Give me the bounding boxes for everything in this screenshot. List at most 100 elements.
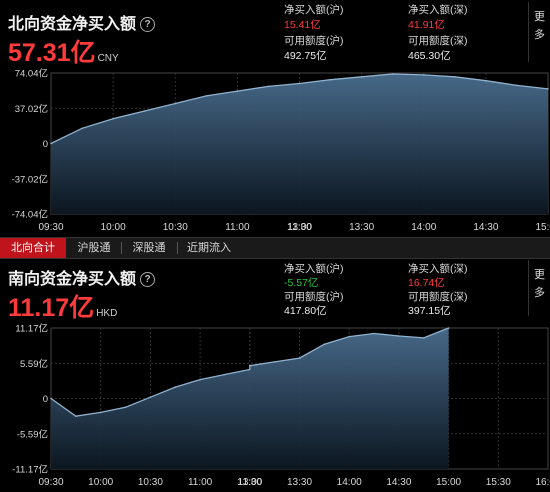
data-point bbox=[205, 95, 208, 97]
y-tick-label: 11.17亿 bbox=[15, 323, 48, 335]
north-more-button[interactable]: 更多 bbox=[528, 2, 550, 62]
north-title: 北向资金净买入额? bbox=[8, 10, 156, 34]
south-more-button[interactable]: 更多 bbox=[528, 260, 550, 316]
data-point bbox=[423, 74, 425, 76]
north-net-value: 57.31亿 CNY bbox=[8, 39, 119, 67]
data-point bbox=[249, 364, 251, 367]
series-area bbox=[51, 328, 449, 469]
data-point bbox=[273, 361, 276, 363]
y-tick-label: -5.59亿 bbox=[17, 428, 48, 440]
south-net-sh-label: 净买入额(沪) bbox=[284, 263, 344, 275]
south-net-sh-value: -5.57亿 bbox=[284, 277, 319, 289]
data-point bbox=[398, 335, 400, 337]
x-tick-label: 16:00 bbox=[535, 477, 550, 488]
x-tick-label: 11:00 bbox=[225, 222, 250, 233]
data-point bbox=[348, 335, 351, 338]
north-avail-sz-value: 465.30亿 bbox=[408, 50, 451, 62]
tab-north-total[interactable]: 北向合计 bbox=[0, 238, 66, 258]
x-tick-label: 11:30 bbox=[287, 222, 312, 233]
north-avail-sh-label: 可用额度(沪) bbox=[284, 35, 344, 47]
y-tick-label: 74.04亿 bbox=[15, 68, 48, 80]
data-point bbox=[547, 88, 549, 90]
x-tick-label: 14:30 bbox=[473, 222, 498, 233]
south-avail-sh-label: 可用额度(沪) bbox=[284, 291, 344, 303]
x-tick-label: 10:00 bbox=[88, 477, 113, 488]
north-panel: 北向资金净买入额? 57.31亿 CNY 净买入额(沪) 15.41亿 净买入额(… bbox=[0, 0, 550, 237]
data-point bbox=[267, 85, 270, 88]
y-tick-label: 0 bbox=[43, 139, 48, 150]
x-tick-label: 09:30 bbox=[38, 222, 63, 233]
data-point bbox=[360, 76, 363, 78]
x-tick-label: 14:00 bbox=[411, 222, 436, 233]
data-point bbox=[298, 357, 301, 359]
x-tick-label: 13:30 bbox=[287, 477, 312, 488]
data-point bbox=[112, 117, 114, 120]
south-net-value: 11.17亿 HKD bbox=[8, 294, 118, 322]
tab-divider bbox=[121, 242, 122, 254]
data-point bbox=[373, 332, 375, 335]
x-tick-label: 10:00 bbox=[101, 222, 126, 233]
tab-divider bbox=[177, 242, 178, 254]
x-tick-label: 13:00 bbox=[237, 477, 262, 488]
x-tick-label: 15:00 bbox=[436, 477, 461, 488]
y-tick-label: 0 bbox=[43, 394, 48, 405]
data-point bbox=[50, 397, 52, 400]
tab-shenzhen-connect[interactable]: 深股通 bbox=[132, 242, 166, 254]
data-point bbox=[174, 386, 177, 388]
data-point bbox=[50, 142, 52, 145]
y-tick-label: -11.17亿 bbox=[12, 464, 48, 476]
data-point bbox=[124, 406, 127, 409]
x-tick-label: 10:30 bbox=[163, 222, 188, 233]
data-point bbox=[329, 78, 332, 81]
north-net-sz-label: 净买入额(深) bbox=[408, 4, 468, 16]
north-net-sh-label: 净买入额(沪) bbox=[284, 4, 344, 16]
north-avail-sz-label: 可用额度(深) bbox=[408, 35, 468, 47]
south-net-sz-value: 16.74亿 bbox=[408, 277, 445, 289]
y-tick-label: -74.04亿 bbox=[12, 209, 48, 221]
help-icon[interactable]: ? bbox=[140, 17, 156, 32]
data-point bbox=[99, 411, 102, 414]
data-point bbox=[323, 343, 326, 345]
data-point bbox=[447, 327, 450, 329]
north-net-sz-value: 41.91亿 bbox=[408, 19, 445, 31]
data-point bbox=[391, 73, 394, 75]
x-tick-label: 13:30 bbox=[349, 222, 374, 233]
data-point bbox=[75, 415, 77, 417]
data-point bbox=[516, 84, 518, 87]
series-line bbox=[50, 327, 449, 417]
data-point bbox=[224, 373, 226, 376]
data-point bbox=[298, 82, 301, 85]
south-title: 南向资金净买入额? bbox=[8, 265, 156, 289]
south-panel: 南向资金净买入额? 11.17亿 HKD 净买入额(沪) -5.57亿 净买入额(… bbox=[0, 258, 550, 492]
x-tick-label: 11:30 bbox=[238, 477, 263, 488]
data-point bbox=[423, 337, 425, 339]
tab-shanghai-connect[interactable]: 沪股通 bbox=[77, 242, 111, 254]
data-point bbox=[454, 76, 456, 78]
help-icon[interactable]: ? bbox=[140, 272, 156, 287]
north-avail-sh-value: 492.75亿 bbox=[284, 50, 327, 62]
data-point bbox=[199, 378, 201, 381]
y-tick-label: -37.02亿 bbox=[12, 173, 48, 185]
data-point bbox=[149, 396, 152, 398]
x-tick-label: 15:00 bbox=[535, 222, 550, 233]
data-point bbox=[174, 102, 177, 105]
south-avail-sz-label: 可用额度(深) bbox=[408, 291, 468, 303]
south-net-sz-label: 净买入额(深) bbox=[408, 263, 468, 275]
data-point bbox=[236, 90, 239, 92]
x-tick-label: 15:30 bbox=[486, 477, 511, 488]
y-tick-label: 5.59亿 bbox=[20, 358, 48, 370]
tab-recent-inflow[interactable]: 近期流入 bbox=[187, 242, 231, 254]
x-tick-label: 10:30 bbox=[138, 477, 163, 488]
data-point bbox=[485, 79, 487, 82]
x-tick-label: 14:30 bbox=[386, 477, 411, 488]
data-point bbox=[143, 110, 145, 112]
south-avail-sh-value: 417.80亿 bbox=[284, 305, 327, 317]
data-point bbox=[81, 127, 83, 130]
x-tick-label: 11:00 bbox=[188, 477, 213, 488]
tab-bar: 北向合计 沪股通 深股通 近期流入 bbox=[0, 237, 550, 259]
x-tick-label: 14:00 bbox=[337, 477, 362, 488]
north-net-sh-value: 15.41亿 bbox=[284, 19, 321, 31]
data-point bbox=[249, 368, 251, 371]
